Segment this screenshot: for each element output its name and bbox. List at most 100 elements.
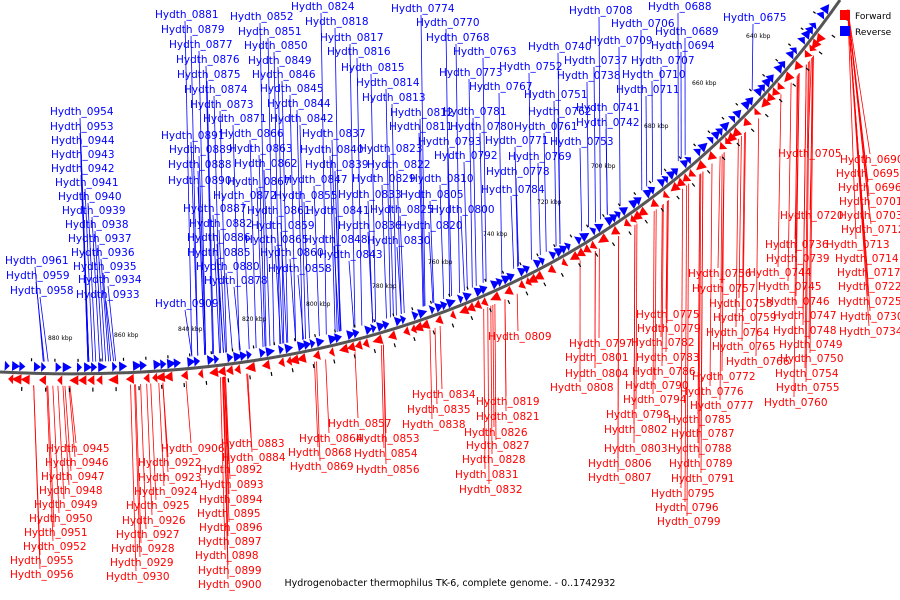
gene-label: Hydth_0837 [302,128,366,140]
legend-forward-label: Forward [855,12,891,22]
gene-label: Hydth_0846 [252,69,316,81]
leader-line [267,37,275,346]
tick-mark [333,359,336,364]
leader-line [494,303,497,441]
gene-label: Hydth_0896 [199,522,263,534]
tick-mark [750,128,755,133]
gene-label: Hydth_0797 [569,338,633,350]
gene-label: Hydth_0868 [288,447,352,459]
leader-line [79,117,89,362]
gene-arrow [707,150,718,160]
leader-line [218,229,226,353]
gene-label: Hydth_0858 [268,263,332,275]
gene-arrow [393,316,403,327]
tick-label: 820 kbp [242,316,267,323]
leader-line [635,223,638,410]
gene-label: Hydth_0826 [464,427,528,439]
gene-label: Hydth_0867 [227,176,291,188]
leader-line [370,73,377,322]
gene-arrow [679,159,689,169]
tick-mark [736,142,741,147]
gene-arrow [534,270,545,280]
gene-label: Hydth_0822 [367,159,431,171]
gene-arrow [33,361,41,372]
leader-line [787,82,792,282]
leader-line [280,231,288,343]
gene-arrow [744,97,754,106]
tick-mark [660,207,664,212]
gene-label: Hydth_0762 [528,106,592,118]
leader-line [223,376,229,580]
tick-mark [778,98,783,103]
gene-label: Hydth_0941 [55,177,119,189]
gene-label: Hydth_0850 [244,40,308,52]
leader-line [297,274,304,340]
tick-mark [413,337,416,342]
leader-line [468,78,473,288]
gene-label: Hydth_0854 [354,448,418,460]
leader-line [225,376,231,480]
gene-arrow [495,277,503,288]
leader-line [33,385,41,570]
leader-line [429,329,433,420]
gene-label: Hydth_0717 [837,267,900,279]
gene-label: Hydth_0753 [550,136,614,148]
tick-mark [432,330,436,335]
tick-mark [536,253,539,257]
gene-label: Hydth_0942 [51,163,115,175]
leader-line [510,195,515,269]
gene-label: Hydth_0813 [362,92,426,104]
tick-mark [393,343,396,348]
leader-line [190,141,199,356]
leader-line [483,308,486,470]
gene-label: Hydth_0842 [270,113,334,125]
leader-line [224,376,230,523]
gene-label: Hydth_0689 [655,26,719,38]
leader-line [447,147,453,297]
gene-label: Hydth_0810 [410,173,474,185]
leader-line [69,385,77,444]
leader-line [289,94,297,342]
gene-label: Hydth_0947 [41,471,105,483]
gene-label: Hydth_0840 [300,144,364,156]
tick-mark [633,192,637,196]
gene-arrow [608,214,618,223]
leader-line [482,57,487,282]
gene-arrow [328,346,335,357]
gene-arrow [696,159,707,171]
leader-line [381,184,387,319]
gene-label: Hydth_0757 [692,283,756,295]
gene-label: Hydth_0940 [58,191,122,203]
gene-arrow [650,198,660,207]
gene-arrow [623,218,632,227]
gene-arrow [740,100,751,111]
leader-line [472,117,477,286]
leader-line [329,155,336,333]
gene-label: Hydth_0922 [138,457,202,469]
gene-label: Hydth_0778 [486,166,550,178]
leader-line [64,385,72,472]
gene-arrow [473,299,483,309]
tick-label: 860 kbp [114,332,139,339]
tick-mark [560,272,564,277]
leader-line [429,200,435,303]
leader-line [242,201,250,350]
tick-mark [595,252,599,257]
tick-mark [470,315,474,321]
gene-label: Hydth_0694 [651,40,715,52]
gene-arrow [435,314,444,325]
leader-line [698,173,702,459]
gene-arrow [234,364,241,375]
gene-arrow [11,374,22,385]
leader-line [793,75,798,398]
gene-label: Hydth_0890 [168,175,232,187]
tick-mark [353,324,356,328]
gene-label: Hydth_0761 [514,121,578,133]
gene-label: Hydth_0861 [247,205,311,217]
gene-label: Hydth_0848 [304,234,368,246]
gene-label: Hydth_0851 [238,26,302,38]
gene-label: Hydth_0801 [565,352,629,364]
gene-label: Hydth_0860 [260,247,324,259]
leader-line [645,95,648,187]
gene-arrow [766,92,776,102]
